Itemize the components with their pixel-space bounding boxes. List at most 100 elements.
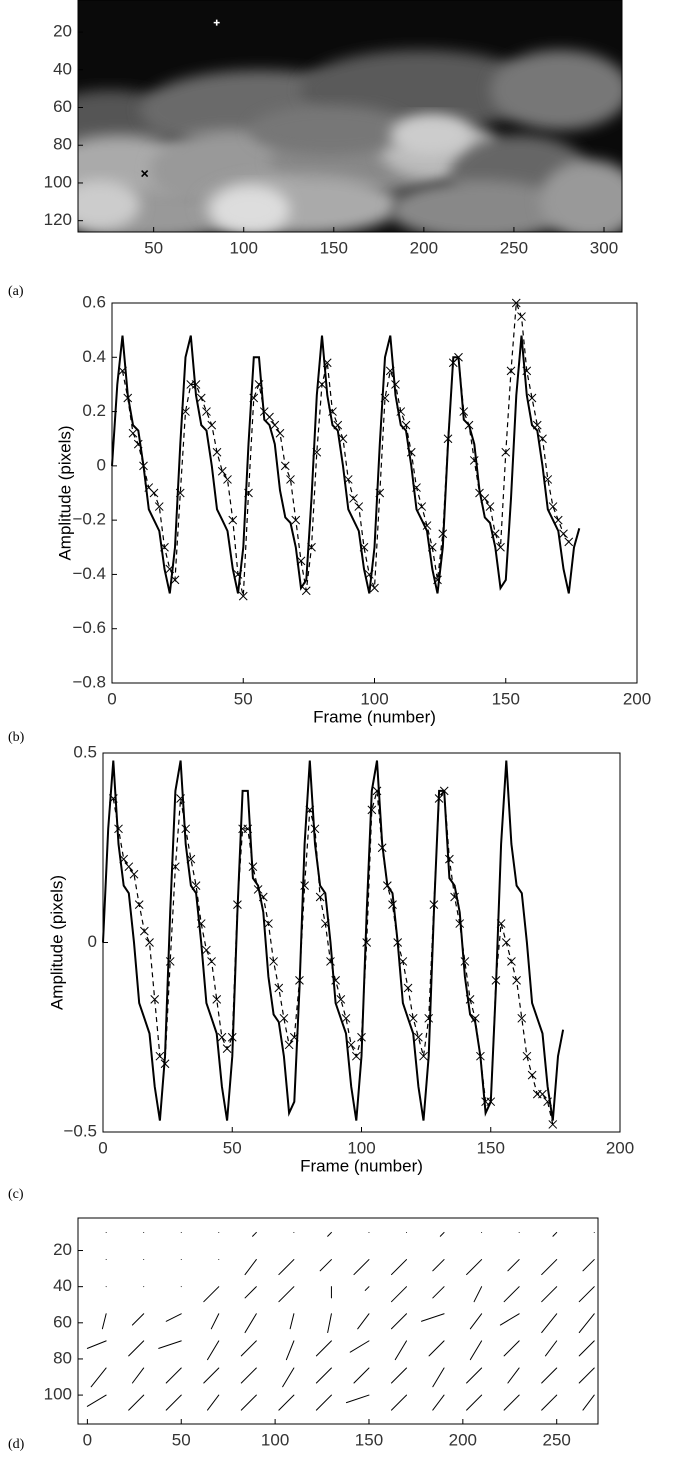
data-point bbox=[140, 926, 149, 936]
plot-area bbox=[103, 753, 620, 1132]
data-point bbox=[455, 919, 465, 928]
data-point bbox=[527, 393, 537, 403]
data-point bbox=[124, 862, 134, 872]
image-texture bbox=[540, 160, 622, 232]
data-point bbox=[333, 420, 343, 430]
vector-arrow bbox=[503, 1340, 520, 1357]
series-line bbox=[121, 302, 570, 597]
x-axis-title: Frame (number) bbox=[313, 707, 436, 726]
data-point bbox=[196, 919, 206, 928]
data-point bbox=[454, 352, 463, 362]
vector-arrow bbox=[282, 1367, 295, 1388]
data-point bbox=[439, 786, 449, 796]
data-point bbox=[422, 521, 432, 530]
data-point bbox=[269, 957, 278, 966]
vector-arrow bbox=[203, 1286, 220, 1303]
data-point bbox=[370, 583, 379, 593]
data-point bbox=[233, 570, 243, 579]
data-point bbox=[253, 885, 263, 894]
x-tick-label: 150 bbox=[320, 238, 348, 257]
x-axis-title: Frame (number) bbox=[300, 1156, 423, 1175]
vector-arrow bbox=[421, 1313, 445, 1322]
vector-arrow bbox=[357, 1313, 370, 1330]
series-line bbox=[112, 789, 554, 1125]
vector-arrow bbox=[86, 1340, 107, 1349]
vector-arrow bbox=[327, 1231, 332, 1237]
data-point bbox=[160, 1059, 170, 1069]
data-point bbox=[548, 1120, 558, 1129]
data-point bbox=[108, 794, 118, 803]
data-point bbox=[559, 529, 568, 539]
vector-arrow bbox=[432, 1367, 445, 1388]
data-point bbox=[476, 1051, 485, 1061]
plot-frame bbox=[77, 1217, 599, 1425]
vector-arrow bbox=[391, 1394, 408, 1411]
data-point bbox=[196, 393, 206, 403]
data-point bbox=[377, 843, 387, 853]
data-point bbox=[351, 1051, 361, 1061]
plot-area bbox=[78, 1218, 598, 1424]
vector-arrow bbox=[541, 1367, 558, 1384]
vector-arrow bbox=[466, 1394, 483, 1411]
data-point bbox=[119, 854, 129, 864]
plot-frame bbox=[102, 752, 621, 1133]
image-texture bbox=[390, 180, 570, 232]
vector-arrow bbox=[541, 1259, 558, 1276]
x-tick-label: 200 bbox=[623, 689, 651, 708]
data-point bbox=[279, 1013, 289, 1023]
image-texture bbox=[390, 115, 470, 155]
data-point bbox=[139, 461, 148, 471]
data-point bbox=[522, 1051, 532, 1061]
vector-arrow bbox=[439, 1231, 445, 1237]
data-point bbox=[227, 1032, 237, 1042]
plot-area bbox=[112, 303, 637, 683]
data-point bbox=[176, 794, 185, 803]
x-tick-label: 100 bbox=[230, 238, 258, 257]
vector-arrow bbox=[541, 1313, 558, 1334]
vector-arrow bbox=[327, 1313, 332, 1334]
vector-arrow bbox=[391, 1367, 408, 1384]
data-point bbox=[548, 502, 558, 511]
data-point bbox=[181, 824, 191, 834]
data-point bbox=[118, 366, 127, 376]
data-point bbox=[538, 1089, 547, 1099]
data-point bbox=[248, 862, 258, 872]
x-tick-label: 150 bbox=[355, 1430, 383, 1449]
data-point bbox=[289, 1032, 299, 1042]
data-point bbox=[243, 824, 253, 834]
data-point bbox=[300, 881, 309, 891]
data-point bbox=[357, 1032, 366, 1042]
vector-arrow bbox=[90, 1367, 107, 1388]
data-point bbox=[249, 393, 259, 403]
vector-arrow bbox=[289, 1313, 295, 1330]
vector-arrow bbox=[503, 1286, 520, 1303]
x-tick-label: 0 bbox=[83, 1430, 92, 1449]
data-point bbox=[470, 1013, 480, 1023]
vector-arrow bbox=[128, 1340, 145, 1357]
vector-arrow bbox=[131, 1367, 145, 1384]
vector-arrow bbox=[353, 1259, 370, 1276]
data-point bbox=[385, 366, 395, 376]
y-tick-label: 120 bbox=[44, 210, 72, 229]
data-point bbox=[359, 542, 369, 552]
y-tick-label: 80 bbox=[53, 1348, 72, 1367]
vector-arrow bbox=[345, 1394, 370, 1404]
data-point bbox=[517, 312, 526, 321]
point-marker bbox=[141, 169, 149, 178]
x-tick-label: 100 bbox=[360, 689, 388, 708]
vector-arrow bbox=[240, 1340, 257, 1357]
vector-arrow bbox=[544, 1340, 558, 1357]
vector-arrow bbox=[244, 1259, 257, 1276]
data-point bbox=[217, 466, 227, 476]
x-tick-label: 300 bbox=[590, 238, 618, 257]
data-point bbox=[207, 420, 217, 430]
x-tick-label: 200 bbox=[449, 1430, 477, 1449]
vector-arrow bbox=[507, 1259, 520, 1272]
data-point bbox=[133, 439, 143, 449]
vector-arrow bbox=[541, 1286, 558, 1303]
data-point bbox=[336, 994, 346, 1004]
x-tick-label: 50 bbox=[223, 1138, 242, 1157]
data-point bbox=[501, 447, 511, 457]
panel-label: (d) bbox=[8, 1437, 25, 1452]
